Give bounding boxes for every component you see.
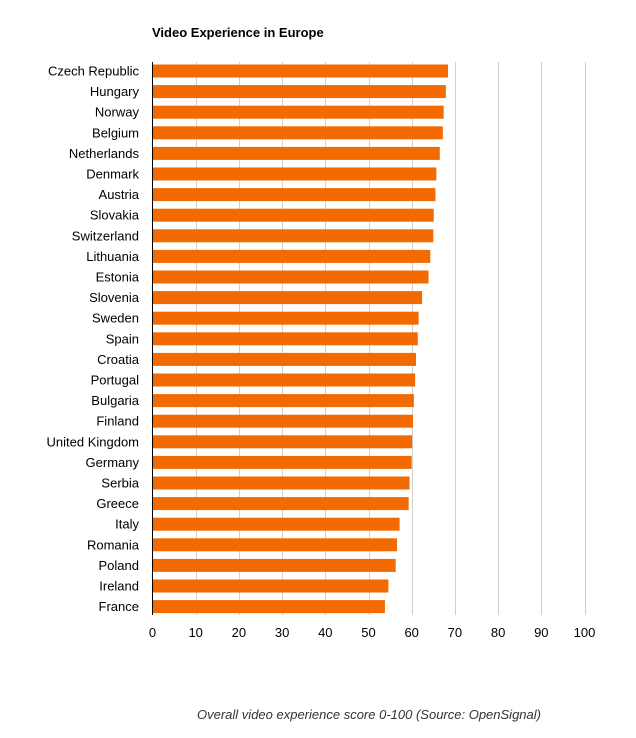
category-label: Norway: [95, 105, 140, 120]
x-tick-label: 70: [448, 625, 462, 640]
category-label: Hungary: [90, 84, 140, 99]
x-axis-ticks: 0 10 20 30 40 50 60 70 80 90 100: [149, 625, 595, 640]
bar: [153, 291, 423, 305]
category-label: Finland: [96, 414, 139, 429]
category-label: Greece: [96, 496, 139, 511]
x-tick-label: 10: [188, 625, 202, 640]
category-label: Estonia: [96, 270, 140, 285]
x-tick-label: 50: [361, 625, 375, 640]
bar: [153, 352, 417, 366]
bar: [153, 208, 434, 222]
x-tick-label: 20: [232, 625, 246, 640]
category-label: Switzerland: [72, 228, 139, 243]
bar: [153, 579, 389, 593]
category-label: Croatia: [97, 352, 140, 367]
bar: [153, 126, 443, 140]
x-tick-label: 80: [491, 625, 505, 640]
bar: [153, 188, 436, 202]
x-tick-label: 90: [534, 625, 548, 640]
bar: [153, 373, 416, 387]
category-label: Slovenia: [89, 290, 140, 305]
bar: [153, 538, 398, 552]
category-label: Belgium: [92, 125, 139, 140]
bar: [153, 167, 437, 181]
bar: [153, 85, 446, 99]
bar: [153, 394, 414, 408]
category-label: Italy: [115, 517, 139, 532]
x-tick-label: 30: [275, 625, 289, 640]
category-label: Romania: [87, 537, 140, 552]
category-label: France: [99, 599, 139, 614]
category-labels: Czech Republic Hungary Norway Belgium Nether…: [47, 64, 140, 615]
bar: [153, 558, 396, 572]
x-tick-label: 60: [404, 625, 418, 640]
category-label: Slovakia: [90, 208, 140, 223]
category-label: Spain: [106, 331, 139, 346]
chart-title: Video Experience in Europe: [152, 25, 324, 40]
bar: [153, 311, 419, 325]
x-tick-label: 100: [574, 625, 596, 640]
category-label: Poland: [99, 558, 139, 573]
bar: [153, 517, 400, 531]
bar: [153, 455, 412, 469]
category-label: Lithuania: [86, 249, 140, 264]
category-label: Ireland: [99, 579, 139, 594]
bar: [153, 105, 444, 119]
bar: [153, 600, 385, 614]
x-tick-label: 40: [318, 625, 332, 640]
category-label: Serbia: [101, 476, 139, 491]
category-label: Sweden: [92, 311, 139, 326]
bar: [153, 476, 410, 490]
bars: [153, 64, 448, 614]
bar: [153, 146, 440, 160]
bar: [153, 414, 413, 428]
category-label: Czech Republic: [48, 64, 140, 79]
bar: [153, 249, 431, 263]
x-axis-caption: Overall video experience score 0-100 (So…: [197, 707, 541, 722]
category-label: Denmark: [86, 167, 139, 182]
bar: [153, 332, 418, 346]
category-label: Portugal: [91, 373, 140, 388]
bar: [153, 229, 434, 243]
bar: [153, 435, 413, 449]
category-label: Bulgaria: [91, 393, 139, 408]
category-label: Germany: [86, 455, 140, 470]
category-label: Netherlands: [69, 146, 140, 161]
bar: [153, 64, 448, 78]
bar: [153, 497, 409, 511]
category-label: United Kingdom: [47, 434, 140, 449]
x-tick-label: 0: [149, 625, 156, 640]
category-label: Austria: [99, 187, 140, 202]
bar: [153, 270, 429, 284]
